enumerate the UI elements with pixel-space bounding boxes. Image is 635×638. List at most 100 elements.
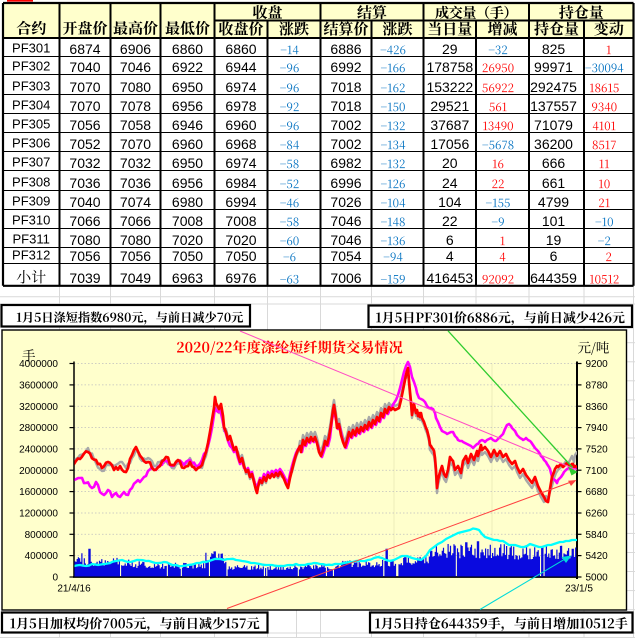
svg-text:661: 661 [542,175,566,191]
svg-text:PF312: PF312 [12,247,50,262]
svg-text:7036: 7036 [120,175,151,191]
svg-text:7018: 7018 [330,79,361,95]
svg-text:2800000: 2800000 [19,423,58,434]
svg-text:PF307: PF307 [12,154,50,169]
svg-text:178758: 178758 [426,59,473,75]
svg-text:137557: 137557 [530,98,577,114]
svg-text:23/1/5: 23/1/5 [565,584,593,595]
svg-text:7002: 7002 [330,136,361,152]
svg-text:6956: 6956 [172,98,203,114]
svg-text:7070: 7070 [69,79,100,95]
svg-text:6960: 6960 [172,136,203,152]
svg-text:PF311: PF311 [13,231,50,246]
svg-text:9200: 9200 [586,359,609,370]
svg-text:6680: 6680 [586,487,609,498]
svg-text:4799: 4799 [538,194,569,210]
svg-text:6982: 6982 [330,155,361,171]
svg-text:5420: 5420 [586,551,609,562]
svg-text:36200: 36200 [534,136,573,152]
svg-text:6980: 6980 [172,194,203,210]
svg-text:7066: 7066 [120,213,151,229]
svg-text:666: 666 [542,155,566,171]
svg-text:7520: 7520 [586,445,609,456]
svg-text:1200000: 1200000 [19,509,58,520]
svg-text:7006: 7006 [330,270,361,286]
svg-text:0: 0 [52,573,58,584]
svg-text:7040: 7040 [69,194,100,210]
svg-text:4: 4 [446,248,454,264]
svg-text:8360: 8360 [586,402,609,413]
svg-text:800000: 800000 [25,530,59,541]
svg-text:21/4/16: 21/4/16 [57,584,91,595]
svg-text:7036: 7036 [69,175,100,191]
svg-text:29521: 29521 [430,98,469,114]
svg-text:7070: 7070 [120,136,151,152]
svg-text:3200000: 3200000 [19,402,58,413]
svg-text:7054: 7054 [330,248,361,264]
svg-text:7052: 7052 [69,136,100,152]
svg-text:6992: 6992 [330,59,361,75]
svg-text:7008: 7008 [225,213,256,229]
svg-text:7056: 7056 [69,248,100,264]
svg-text:7070: 7070 [69,98,100,114]
svg-text:7032: 7032 [120,155,151,171]
svg-text:PF310: PF310 [12,212,50,227]
svg-text:PF305: PF305 [12,116,50,131]
svg-text:7018: 7018 [330,98,361,114]
svg-text:22: 22 [442,213,458,229]
svg-text:17056: 17056 [430,136,469,152]
svg-text:7080: 7080 [120,79,151,95]
svg-text:6994: 6994 [225,194,256,210]
svg-text:19: 19 [546,232,562,248]
svg-text:7050: 7050 [225,248,256,264]
svg-text:153222: 153222 [426,79,473,95]
svg-text:99971: 99971 [534,59,573,75]
svg-text:4000000: 4000000 [19,359,58,370]
svg-text:7100: 7100 [586,466,609,477]
svg-text:6860: 6860 [225,41,256,57]
svg-text:7050: 7050 [172,248,203,264]
svg-text:7080: 7080 [69,232,100,248]
svg-text:400000: 400000 [25,551,59,562]
svg-text:7078: 7078 [120,98,151,114]
svg-text:7039: 7039 [69,270,100,286]
svg-text:6974: 6974 [225,79,256,95]
svg-text:7032: 7032 [69,155,100,171]
svg-text:PF308: PF308 [12,174,50,189]
svg-text:644359: 644359 [530,270,577,286]
svg-text:7040: 7040 [69,59,100,75]
svg-text:6946: 6946 [172,117,203,133]
svg-text:2400000: 2400000 [19,445,58,456]
svg-text:104: 104 [438,194,462,210]
svg-text:6956: 6956 [172,175,203,191]
svg-text:292475: 292475 [530,79,577,95]
svg-text:6960: 6960 [225,117,256,133]
svg-text:6996: 6996 [330,175,361,191]
svg-text:37687: 37687 [430,117,469,133]
svg-text:7049: 7049 [120,270,151,286]
svg-text:20: 20 [442,155,458,171]
svg-text:101: 101 [542,213,566,229]
svg-text:7002: 7002 [330,117,361,133]
svg-text:8780: 8780 [586,381,609,392]
svg-text:7020: 7020 [225,232,256,248]
svg-text:7020: 7020 [172,232,203,248]
svg-text:6906: 6906 [120,41,151,57]
svg-text:6968: 6968 [225,136,256,152]
svg-text:7056: 7056 [69,117,100,133]
svg-text:PF303: PF303 [12,78,50,93]
svg-text:5000: 5000 [586,573,609,584]
svg-text:5840: 5840 [586,530,609,541]
svg-text:29: 29 [442,41,458,57]
svg-text:6260: 6260 [586,509,609,520]
svg-text:PF304: PF304 [12,97,50,112]
svg-text:7046: 7046 [330,232,361,248]
svg-text:6944: 6944 [225,59,256,75]
svg-text:7008: 7008 [172,213,203,229]
svg-text:7066: 7066 [69,213,100,229]
svg-text:PF306: PF306 [12,135,50,150]
svg-text:7058: 7058 [120,117,151,133]
svg-text:6950: 6950 [172,79,203,95]
svg-text:6950: 6950 [172,155,203,171]
svg-text:6976: 6976 [225,270,256,286]
